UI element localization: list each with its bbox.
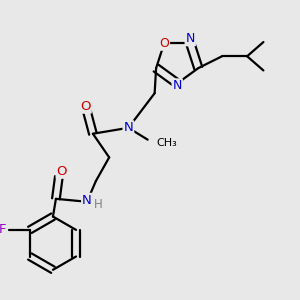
Text: O: O	[57, 165, 67, 178]
Text: N: N	[186, 32, 195, 45]
Text: O: O	[159, 37, 169, 50]
Text: H: H	[94, 198, 103, 211]
Text: N: N	[124, 121, 133, 134]
Text: N: N	[82, 194, 92, 207]
Text: CH₃: CH₃	[157, 138, 177, 148]
Text: F: F	[0, 223, 6, 236]
Text: N: N	[172, 79, 182, 92]
Text: O: O	[80, 100, 91, 113]
